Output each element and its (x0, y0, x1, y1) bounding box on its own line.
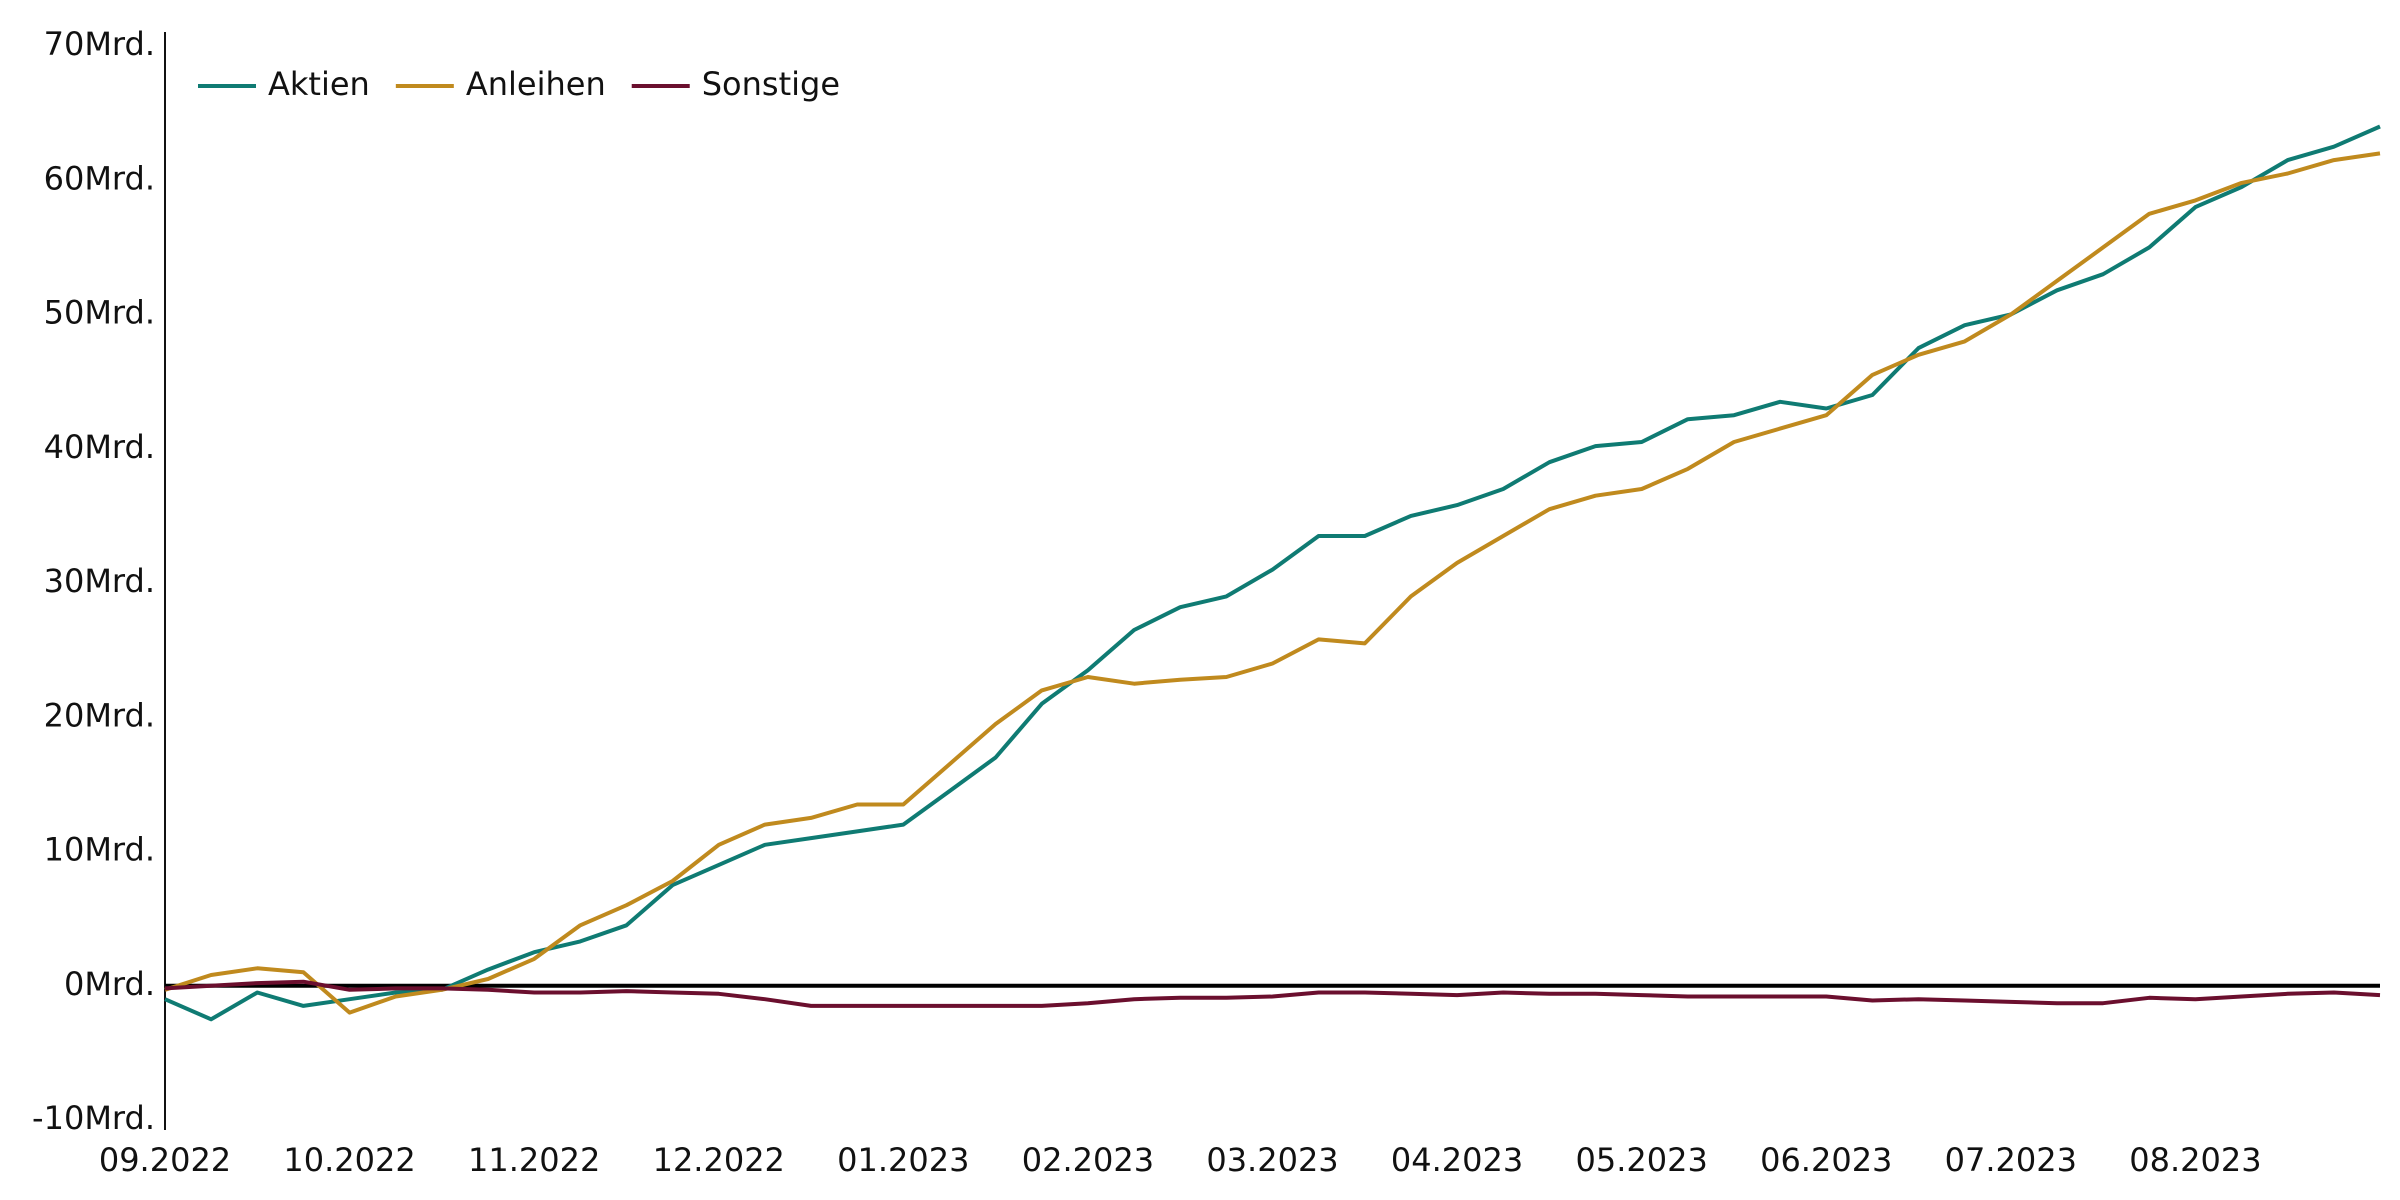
y-tick-label: 60Mrd. (44, 159, 155, 197)
legend-label: Aktien (268, 65, 370, 103)
x-tick-label: 10.2022 (283, 1141, 415, 1179)
legend-label: Sonstige (702, 65, 840, 103)
y-tick-label: 10Mrd. (44, 831, 155, 869)
x-tick-label: 11.2022 (468, 1141, 600, 1179)
x-tick-label: 01.2023 (837, 1141, 969, 1179)
series-line (164, 151, 2381, 1015)
x-tick-label: 08.2023 (2129, 1141, 2261, 1179)
x-tick-label: 09.2022 (99, 1141, 231, 1179)
y-tick-label: -10Mrd. (32, 1099, 155, 1137)
legend-label: Anleihen (466, 65, 606, 103)
series-line (164, 124, 2381, 1022)
y-tick-label: 0Mrd. (64, 965, 155, 1003)
x-tick-label: 04.2023 (1391, 1141, 1523, 1179)
x-tick-label: 07.2023 (1945, 1141, 2077, 1179)
x-tick-label: 03.2023 (1206, 1141, 1338, 1179)
y-tick-label: 30Mrd. (44, 562, 155, 600)
y-tick-label: 70Mrd. (44, 25, 155, 63)
x-tick-label: 05.2023 (1576, 1141, 1708, 1179)
x-tick-label: 06.2023 (1760, 1141, 1892, 1179)
y-tick-label: 50Mrd. (44, 294, 155, 332)
y-tick-label: 40Mrd. (44, 428, 155, 466)
x-tick-label: 12.2022 (653, 1141, 785, 1179)
series-line (164, 979, 2381, 1008)
x-tick-label: 02.2023 (1022, 1141, 1154, 1179)
y-tick-label: 20Mrd. (44, 696, 155, 734)
